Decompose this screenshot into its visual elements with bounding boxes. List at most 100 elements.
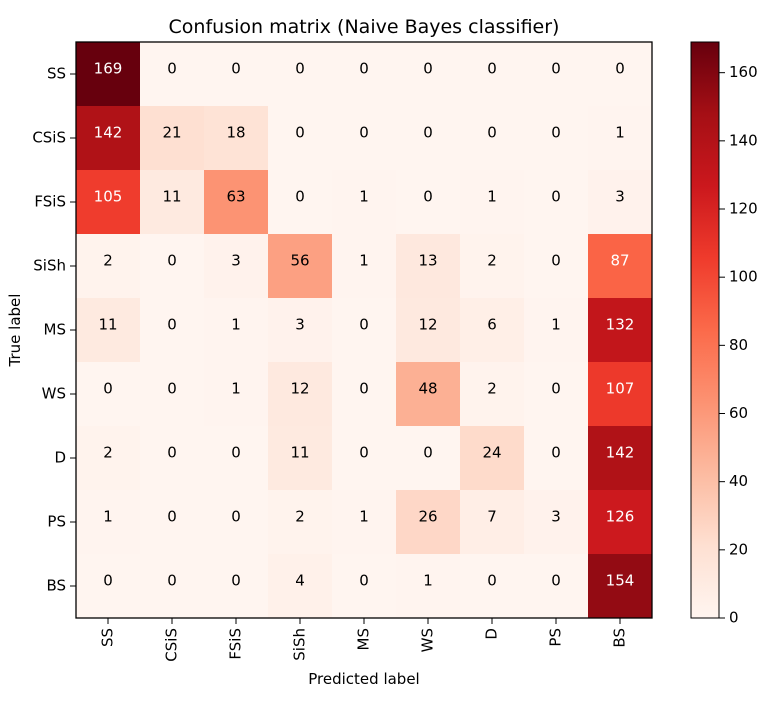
cell-value-label: 2	[103, 444, 113, 462]
heatmap-cell	[268, 106, 332, 170]
cell-value-label: 107	[606, 380, 635, 398]
y-axis-label: True label	[6, 294, 24, 368]
cell-value-label: 0	[423, 124, 433, 142]
cell-value-label: 0	[295, 188, 305, 206]
heatmap-cell	[588, 554, 652, 618]
heatmap-cell	[588, 426, 652, 490]
x-tick-label: D	[483, 628, 501, 640]
heatmap-cell	[396, 426, 460, 490]
cell-value-label: 48	[418, 380, 437, 398]
heatmap-cell	[204, 490, 268, 554]
y-axis-ticks: SS CSiS FSiS SiSh MS WS D PS BS	[32, 65, 76, 595]
heatmap-cell	[268, 362, 332, 426]
cell-value-label: 105	[94, 188, 123, 206]
cell-value-label: 0	[231, 508, 241, 526]
heatmap-cell	[140, 554, 204, 618]
heatmap-cell	[396, 42, 460, 106]
colorbar-tick-label: 80	[729, 336, 748, 354]
cell-value-label: 132	[606, 316, 635, 334]
heatmap-cell	[524, 490, 588, 554]
cell-value-label: 3	[551, 508, 561, 526]
heatmap-cell	[588, 234, 652, 298]
heatmap-cell	[524, 298, 588, 362]
cell-value-label: 0	[423, 444, 433, 462]
heatmap-cell	[268, 170, 332, 234]
cell-value-label: 0	[167, 508, 177, 526]
cell-value-label: 24	[482, 444, 501, 462]
y-tick-label: MS	[44, 321, 66, 339]
cell-value-label: 4	[295, 572, 305, 590]
heatmap-cell	[140, 362, 204, 426]
cell-value-label: 1	[231, 316, 241, 334]
heatmap-cell	[268, 554, 332, 618]
heatmap-cell	[524, 106, 588, 170]
heatmap-cell	[204, 42, 268, 106]
cell-value-label: 0	[295, 124, 305, 142]
heatmap-cell	[76, 490, 140, 554]
colorbar-tick-label: 100	[729, 268, 758, 286]
heatmap-cell	[396, 234, 460, 298]
cell-value-label: 142	[606, 444, 635, 462]
cell-value-label: 0	[167, 60, 177, 78]
heatmap-cell	[524, 362, 588, 426]
heatmap-cell	[460, 554, 524, 618]
cell-value-label: 6	[487, 316, 497, 334]
heatmap-cell	[588, 170, 652, 234]
heatmap-cell	[140, 298, 204, 362]
heatmap-cell	[396, 298, 460, 362]
y-tick-label: FSiS	[34, 193, 66, 211]
y-tick-label: SiSh	[33, 257, 66, 275]
heatmap-cell	[140, 234, 204, 298]
cell-value-label: 1	[359, 508, 369, 526]
chart-title: Confusion matrix (Naive Bayes classifier…	[169, 16, 560, 38]
heatmap-cell	[204, 362, 268, 426]
colorbar-tick-label: 160	[729, 63, 758, 81]
heatmap-cell	[140, 42, 204, 106]
x-tick-label: FSiS	[227, 628, 245, 660]
heatmap-cell	[268, 490, 332, 554]
x-tick-label: WS	[419, 628, 437, 652]
cell-value-label: 1	[423, 572, 433, 590]
y-tick-label: WS	[42, 385, 66, 403]
heatmap-cell	[204, 170, 268, 234]
cell-value-label: 11	[98, 316, 117, 334]
cell-value-label: 7	[487, 508, 497, 526]
heatmap-cell	[396, 170, 460, 234]
cell-value-label: 0	[423, 60, 433, 78]
cell-value-label: 0	[551, 252, 561, 270]
cell-value-label: 56	[290, 252, 309, 270]
heatmap-cell	[460, 490, 524, 554]
cell-value-label: 0	[231, 444, 241, 462]
heatmap-cell	[460, 298, 524, 362]
x-tick-label: PS	[547, 628, 565, 647]
x-tick-label: SiSh	[291, 628, 309, 661]
colorbar-tick-label: 20	[729, 540, 748, 558]
cell-value-label: 1	[615, 124, 625, 142]
x-tick-label: BS	[611, 628, 629, 648]
cell-value-label: 1	[487, 188, 497, 206]
cell-value-label: 0	[167, 380, 177, 398]
heatmap-cell	[76, 106, 140, 170]
heatmap-cell	[76, 234, 140, 298]
heatmap-cell	[524, 234, 588, 298]
heatmap-cell	[204, 106, 268, 170]
x-tick-label: CSiS	[163, 628, 181, 662]
cell-value-label: 3	[615, 188, 625, 206]
heatmap-cell	[524, 426, 588, 490]
x-axis-label: Predicted label	[308, 670, 419, 688]
heatmap-cell	[332, 106, 396, 170]
cell-value-label: 11	[162, 188, 181, 206]
heatmap-cell	[76, 362, 140, 426]
cell-value-label: 0	[615, 60, 625, 78]
y-tick-label: SS	[47, 65, 66, 83]
cell-value-label: 0	[103, 572, 113, 590]
heatmap-cell	[588, 42, 652, 106]
heatmap-cell	[460, 362, 524, 426]
colorbar	[690, 41, 720, 619]
cell-value-label: 0	[551, 572, 561, 590]
cell-value-label: 0	[359, 124, 369, 142]
cell-value-label: 2	[487, 380, 497, 398]
cell-value-label: 0	[167, 444, 177, 462]
